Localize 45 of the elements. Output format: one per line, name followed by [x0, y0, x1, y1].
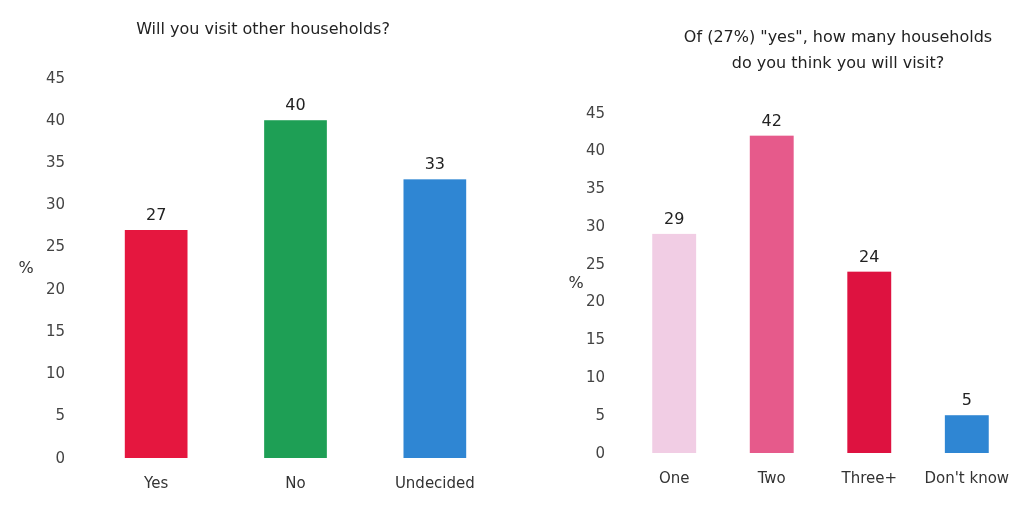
x-tick-label: Three+: [840, 469, 898, 487]
y-tick-label: 0: [55, 448, 65, 467]
x-tick-label: Undecided: [394, 474, 475, 492]
bar: [847, 271, 892, 453]
x-tick-label: One: [658, 469, 690, 487]
y-tick-label: 20: [45, 279, 65, 298]
data-label: 24: [859, 246, 880, 266]
data-label: 27: [145, 205, 167, 224]
data-label: 29: [664, 208, 685, 228]
data-label: 5: [961, 390, 972, 410]
data-label: 33: [424, 154, 446, 174]
y-axis-title: %: [568, 272, 584, 292]
data-label: 40: [285, 95, 306, 115]
y-axis-title: %: [18, 257, 34, 277]
y-tick-label: 25: [45, 237, 65, 256]
y-tick-label: 40: [585, 141, 605, 160]
bar: [749, 135, 794, 453]
y-tick-label: 25: [585, 254, 605, 273]
y-tick-label: 5: [55, 406, 65, 425]
bar: [652, 233, 697, 453]
x-tick-label: Yes: [143, 474, 169, 492]
y-tick-label: 0: [595, 443, 605, 462]
y-tick-label: 35: [45, 152, 65, 171]
chart-title: Will you visit other households?: [136, 19, 390, 38]
x-tick-label: Don't know: [924, 469, 1010, 487]
bar: [124, 230, 188, 458]
y-tick-label: 10: [45, 364, 65, 383]
bar: [944, 415, 989, 453]
y-tick-label: 30: [45, 195, 65, 214]
y-tick-label: 10: [585, 367, 605, 386]
x-tick-label: Two: [756, 469, 786, 487]
y-tick-label: 35: [585, 179, 605, 198]
bar: [403, 179, 467, 458]
y-tick-label: 30: [585, 216, 605, 235]
y-tick-label: 45: [45, 68, 65, 87]
y-tick-label: 20: [585, 292, 605, 311]
y-tick-label: 5: [595, 405, 605, 424]
bar: [264, 120, 327, 458]
y-tick-label: 15: [45, 321, 65, 340]
data-label: 42: [761, 110, 782, 130]
x-tick-label: No: [285, 474, 306, 492]
y-tick-label: 40: [45, 110, 65, 129]
y-tick-label: 15: [585, 330, 605, 349]
chart-title: Of (27%) "yes", how many households do you think you will visit?: [683, 27, 993, 72]
y-tick-label: 45: [585, 103, 605, 122]
